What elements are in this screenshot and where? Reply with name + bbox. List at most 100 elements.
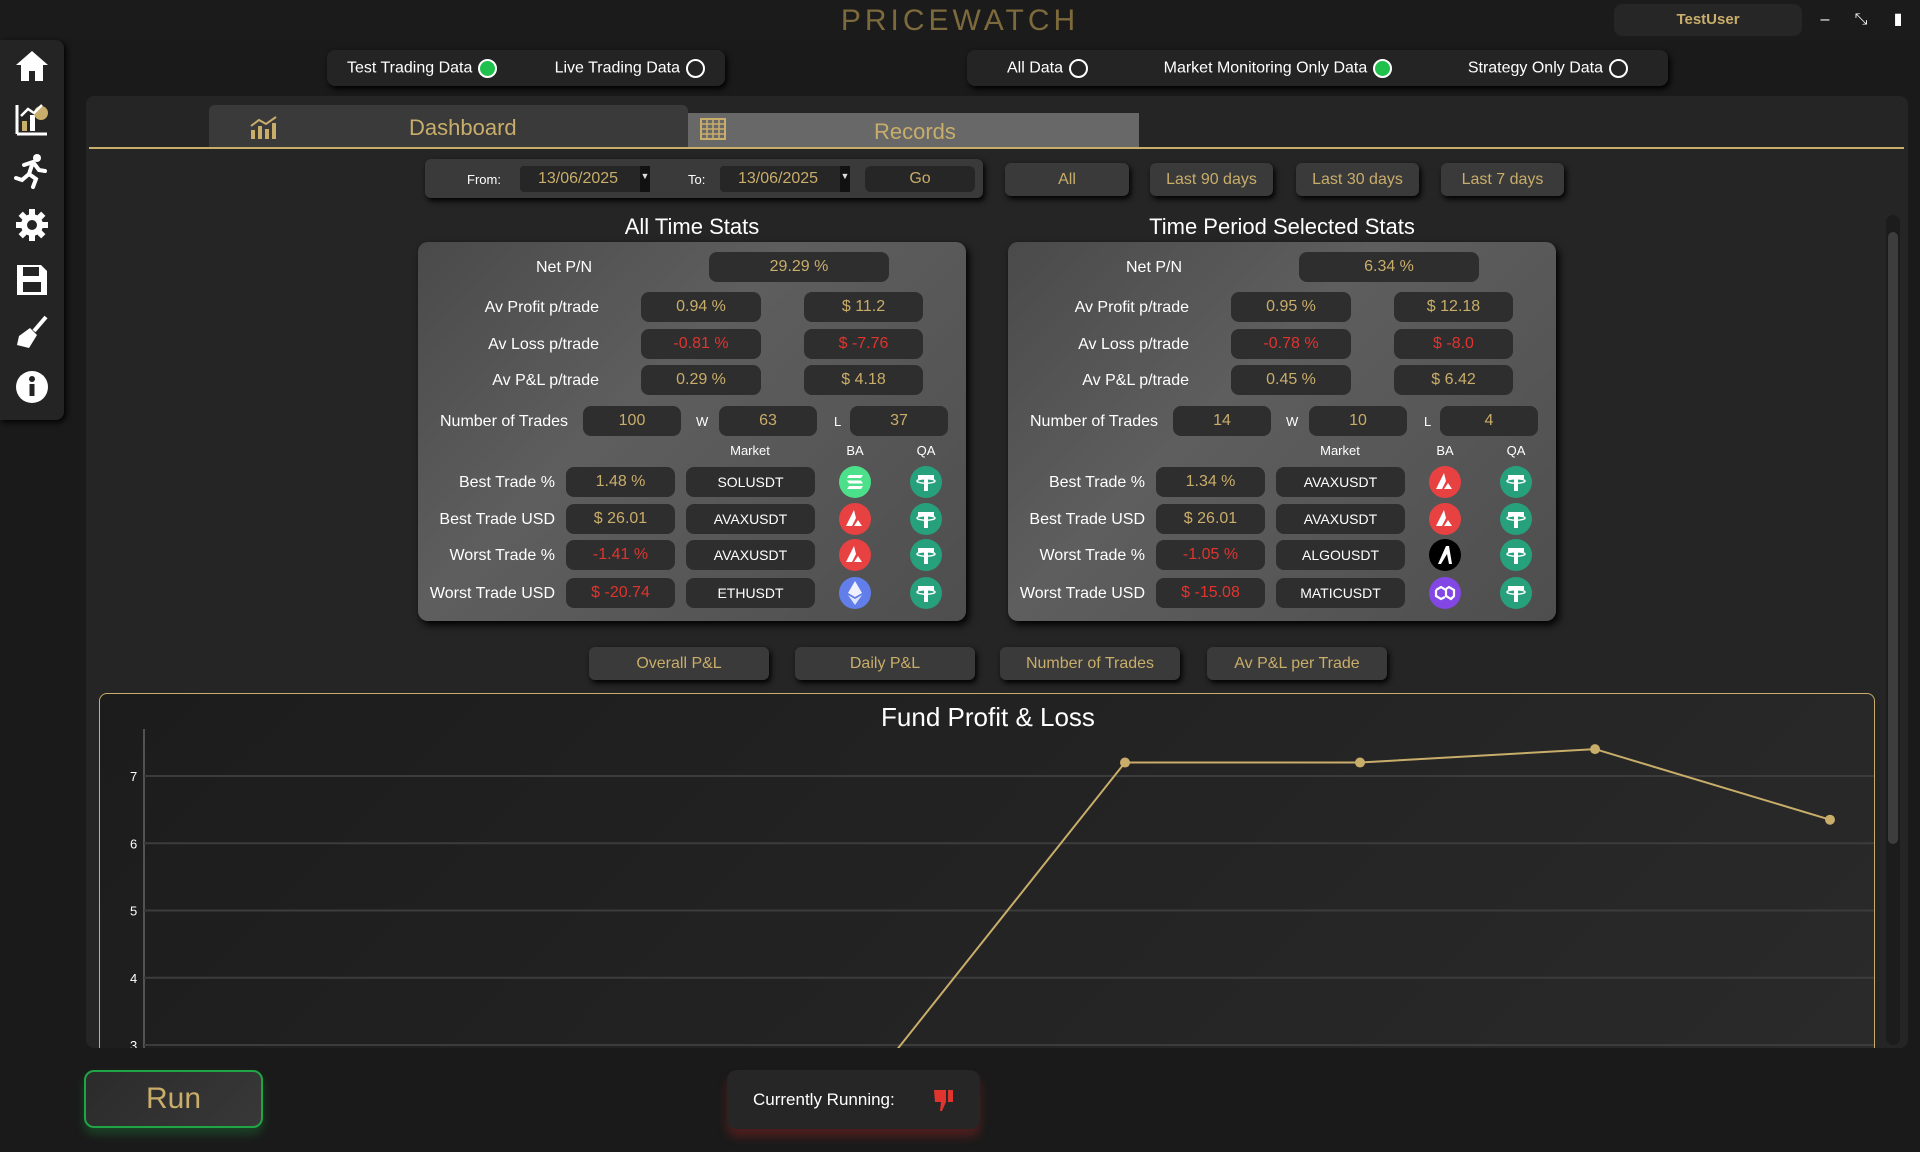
app-title: PRICEWATCH (840, 4, 1080, 37)
restore-button[interactable]: ⤡ (1854, 11, 1868, 28)
solana-icon (839, 466, 871, 498)
from-date-input[interactable]: 13/06/2025 ▼ (520, 166, 650, 192)
tether-icon (1500, 577, 1532, 609)
radio-selected[interactable] (1373, 58, 1393, 78)
stat-label: Av Profit p/trade (1074, 299, 1189, 316)
broom-icon[interactable] (14, 315, 50, 351)
strategy-only-option[interactable]: Strategy Only Data (1467, 58, 1628, 78)
stat-percent-value: -0.81 % (641, 329, 761, 359)
trade-stat-label: Best Trade % (1048, 474, 1145, 491)
tether-icon (1500, 539, 1532, 571)
losses-label: L (834, 414, 842, 429)
all-time-stats-panel: Net P/N 29.29 % Av Profit p/trade 0.94 % $ 1… (418, 242, 966, 621)
stat-percent-value: 0.94 % (641, 292, 761, 322)
radio-unselected[interactable] (686, 58, 705, 78)
trade-stat-value: $ 26.01 (1156, 504, 1265, 534)
base-asset-header: BA (1436, 443, 1454, 458)
stat-usd-value: $ 11.2 (804, 292, 923, 322)
stat-percent-value: 0.29 % (641, 365, 761, 395)
tether-icon (1500, 466, 1532, 498)
market-value: MATICUSDT (1276, 578, 1405, 608)
wins-count: 10 (1309, 406, 1407, 436)
gear-icon[interactable] (14, 207, 50, 243)
trade-stat-value: -1.05 % (1156, 540, 1265, 570)
trade-stat-label: Best Trade USD (439, 511, 555, 528)
range-all-button[interactable]: All (1005, 163, 1129, 196)
data-type-toggle: All Data Market Monitoring Only Data Str… (967, 50, 1668, 86)
market-value: ALGOUSDT (1276, 540, 1405, 570)
trade-stat-label: Worst Trade % (1039, 547, 1145, 564)
home-icon[interactable] (14, 48, 50, 84)
option-label: Strategy Only Data (1467, 59, 1603, 77)
go-button[interactable]: Go (865, 166, 975, 192)
range-90-days-button[interactable]: Last 90 days (1150, 163, 1273, 196)
chevron-down-icon[interactable]: ▼ (840, 166, 850, 192)
tether-icon (910, 539, 942, 571)
radio-selected[interactable] (478, 58, 498, 78)
number-of-trades-button[interactable]: Number of Trades (1000, 647, 1180, 680)
from-date-value: 13/06/2025 (538, 170, 619, 187)
number-of-trades-label: Number of Trades (1030, 413, 1159, 430)
market-header: Market (1320, 443, 1360, 458)
stat-usd-value: $ -8.0 (1394, 329, 1513, 359)
to-date-input[interactable]: 13/06/2025 ▼ (720, 166, 850, 192)
minimize-button[interactable]: – (1820, 11, 1830, 28)
live-trading-option[interactable]: Live Trading Data (554, 58, 705, 78)
algorand-icon (1429, 539, 1461, 571)
scrollbar-thumb[interactable] (1888, 232, 1898, 844)
tab-label: Records (874, 119, 956, 144)
losses-count: 4 (1440, 406, 1538, 436)
runner-icon[interactable] (14, 153, 50, 189)
chart-title: Fund Profit & Loss (881, 702, 1095, 732)
y-tick-label: 7 (130, 769, 137, 784)
all-data-option[interactable]: All Data (1007, 58, 1089, 78)
test-trading-option[interactable]: Test Trading Data (347, 58, 498, 78)
polygon-icon (1429, 577, 1461, 609)
trade-stat-value: -1.41 % (566, 540, 675, 570)
running-label: Currently Running: (753, 1090, 895, 1109)
run-button[interactable]: Run (84, 1070, 263, 1128)
market-value: AVAXUSDT (1276, 504, 1405, 534)
data-point[interactable] (1590, 744, 1600, 755)
trade-stat-value: $ -15.08 (1156, 578, 1265, 608)
data-point[interactable] (1355, 757, 1365, 768)
market-value: ETHUSDT (686, 578, 815, 608)
radio-unselected[interactable] (1069, 58, 1089, 78)
radio-unselected[interactable] (1609, 58, 1628, 78)
info-icon[interactable] (14, 369, 50, 405)
stat-label: Av P&L p/trade (1082, 372, 1189, 389)
data-point[interactable] (1120, 757, 1130, 768)
av-pl-per-trade-button[interactable]: Av P&L per Trade (1207, 647, 1387, 680)
net-pn-value: 6.34 % (1299, 252, 1479, 282)
daily-pl-button[interactable]: Daily P&L (795, 647, 975, 680)
bar-chart-icon (250, 116, 277, 139)
tether-icon (910, 466, 942, 498)
pl-series-line (893, 748, 1831, 1053)
user-button[interactable]: TestUser (1614, 4, 1802, 36)
tab-dashboard[interactable]: Dashboard (209, 105, 688, 148)
option-label: Market Monitoring Only Data (1163, 59, 1368, 77)
stat-usd-value: $ 4.18 (804, 365, 923, 395)
stat-usd-value: $ 12.18 (1394, 292, 1513, 322)
market-header: Market (730, 443, 770, 458)
market-monitoring-option[interactable]: Market Monitoring Only Data (1163, 58, 1393, 78)
option-label: Live Trading Data (554, 59, 680, 77)
y-tick-label: 4 (130, 971, 137, 986)
range-7-days-button[interactable]: Last 7 days (1441, 163, 1564, 196)
tab-records[interactable]: Records (688, 113, 1139, 148)
stat-label: Av Loss p/trade (488, 336, 599, 353)
data-point[interactable] (1825, 814, 1835, 825)
chevron-down-icon[interactable]: ▼ (640, 166, 650, 192)
overall-pl-button[interactable]: Overall P&L (589, 647, 769, 680)
trades-count: 14 (1173, 406, 1271, 436)
tether-icon (1500, 503, 1532, 535)
market-value: AVAXUSDT (1276, 467, 1405, 497)
range-30-days-button[interactable]: Last 30 days (1296, 163, 1419, 196)
tab-label: Dashboard (409, 115, 517, 140)
chart-icon[interactable] (14, 101, 50, 137)
save-icon[interactable] (14, 262, 50, 298)
logout-button[interactable]: ▮ (1893, 11, 1903, 28)
stat-percent-value: 0.95 % (1231, 292, 1351, 322)
stat-label: Av Loss p/trade (1078, 336, 1189, 353)
number-of-trades-label: Number of Trades (440, 413, 569, 430)
